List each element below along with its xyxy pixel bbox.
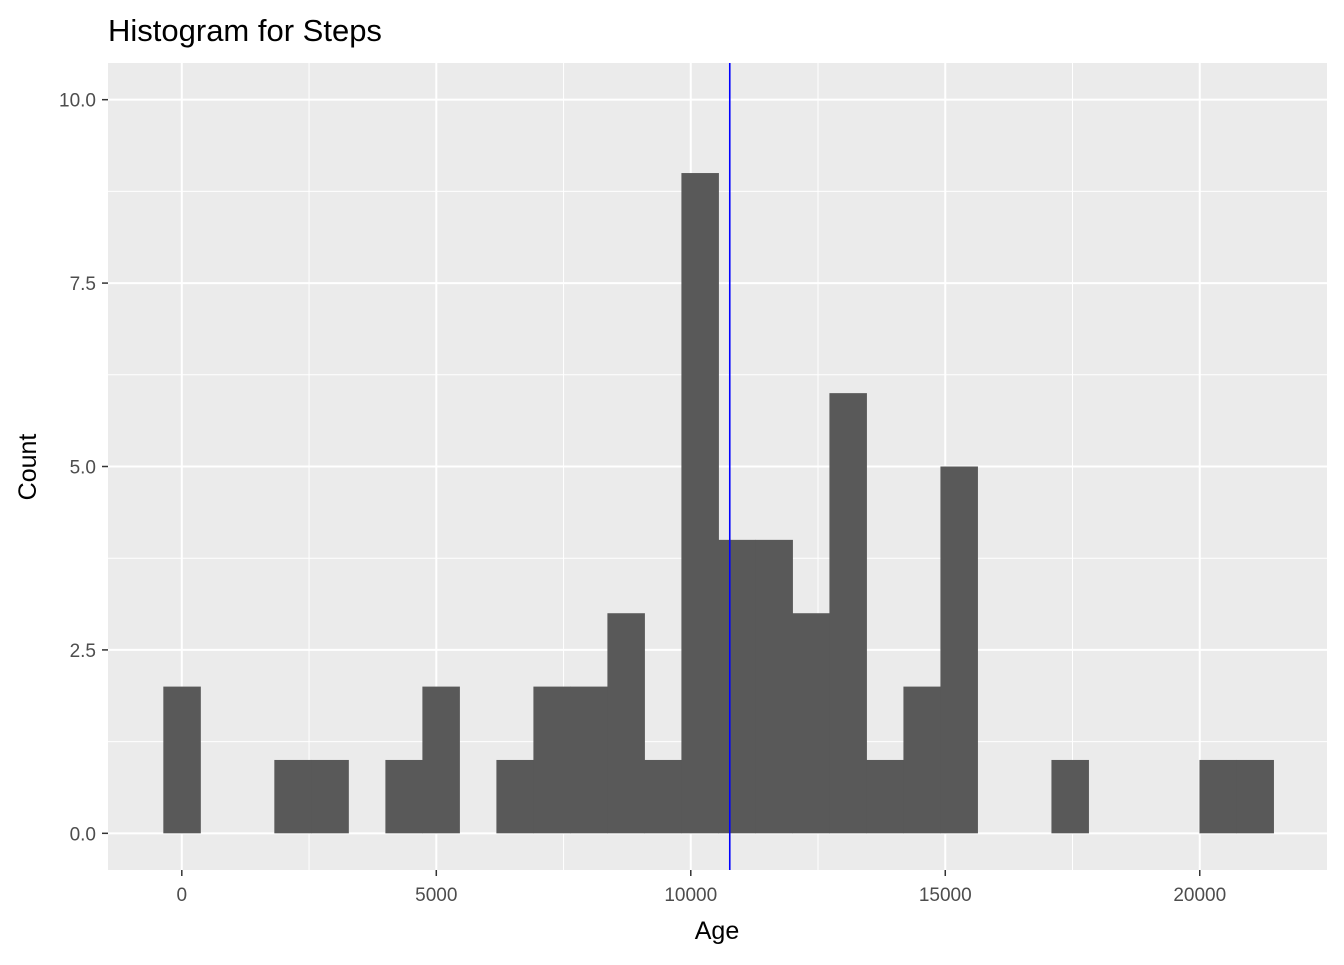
histogram-bar bbox=[681, 173, 719, 834]
histogram-bar bbox=[755, 539, 793, 834]
y-tick-label: 7.5 bbox=[70, 274, 96, 295]
histogram-bar bbox=[718, 539, 756, 834]
histogram-bar bbox=[1051, 759, 1089, 834]
histogram-bar bbox=[1236, 759, 1274, 834]
y-tick-label: 0.0 bbox=[70, 824, 96, 845]
histogram-bar bbox=[607, 613, 645, 834]
histogram-bar bbox=[940, 466, 978, 834]
histogram-bar bbox=[644, 759, 682, 834]
x-tick-label: 0 bbox=[177, 885, 188, 906]
histogram-bars bbox=[163, 173, 1274, 834]
histogram-bar bbox=[570, 686, 608, 834]
histogram-bar bbox=[163, 686, 201, 834]
x-axis: 0 5000 10000 15000 20000 bbox=[177, 870, 1226, 906]
x-tick-label: 15000 bbox=[919, 885, 972, 906]
histogram-bar bbox=[422, 686, 460, 834]
y-tick-label: 10.0 bbox=[59, 91, 96, 112]
x-tick-label: 10000 bbox=[664, 885, 717, 906]
x-tick-label: 20000 bbox=[1173, 885, 1226, 906]
histogram-bar bbox=[866, 759, 904, 834]
histogram-bar bbox=[496, 759, 534, 834]
y-tick-label: 5.0 bbox=[70, 458, 96, 479]
chart-title: Histogram for Steps bbox=[108, 13, 382, 48]
histogram-bar bbox=[533, 686, 571, 834]
x-axis-title: Age bbox=[695, 917, 739, 945]
histogram-bar bbox=[274, 759, 312, 834]
histogram-bar bbox=[385, 759, 423, 834]
histogram-bar bbox=[311, 759, 349, 834]
histogram-bar bbox=[1199, 759, 1237, 834]
y-tick-label: 2.5 bbox=[70, 641, 96, 662]
x-tick-label: 5000 bbox=[415, 885, 457, 906]
y-axis: 0.0 2.5 5.0 7.5 10.0 bbox=[59, 91, 108, 845]
y-axis-title: Count bbox=[14, 434, 42, 501]
histogram-bar bbox=[829, 393, 867, 834]
histogram-bar bbox=[903, 686, 941, 834]
histogram-bar bbox=[792, 613, 830, 834]
